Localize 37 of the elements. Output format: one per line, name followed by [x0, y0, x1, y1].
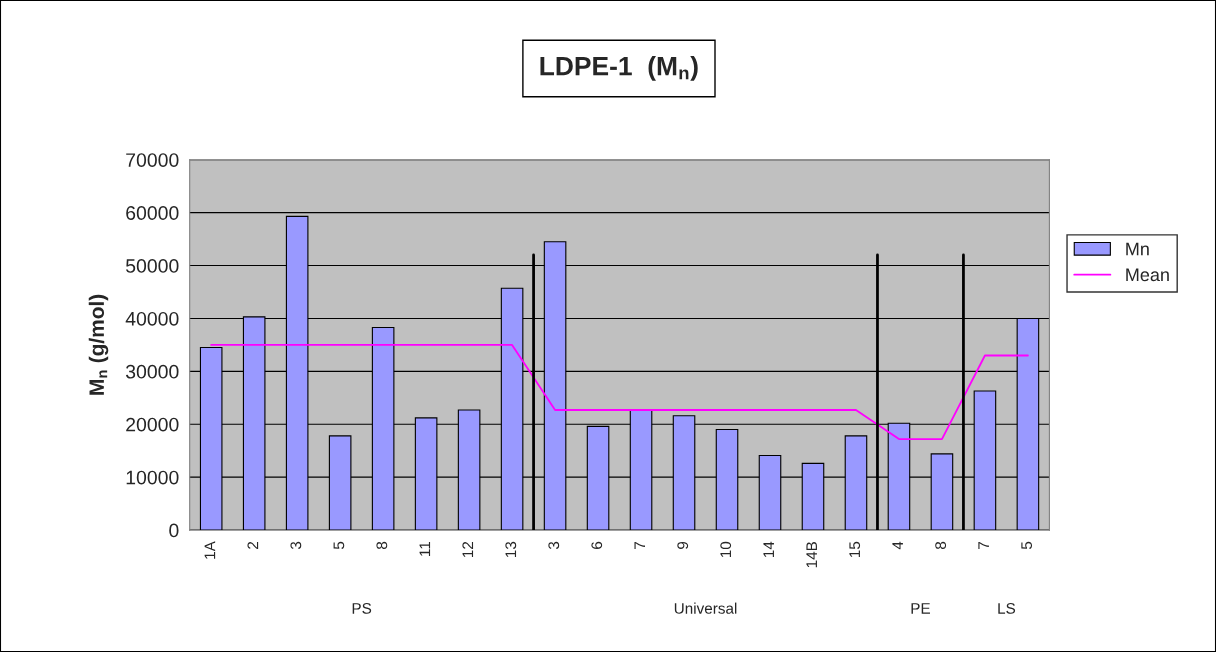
text: PS [352, 602, 372, 614]
x-tick-label: 11 [419, 541, 431, 556]
x-tick-label: 5 [333, 541, 345, 550]
x-tick-label: 6 [591, 541, 603, 549]
x-tick-label: 7 [978, 541, 989, 549]
chart-title: LDPE-1 (M$_{n}$) [540, 56, 698, 81]
x-tick-label: 14 [763, 541, 774, 558]
x-tick-label: 15 [849, 541, 861, 558]
x-tick-label: 2 [247, 541, 259, 549]
text: PE [911, 603, 930, 614]
line-series [210, 344, 1029, 440]
y-tick-label: 30000 [125, 364, 179, 379]
x-tick-label: 10 [720, 541, 732, 558]
y-axis-title: M$_{n}$ (g/mol) [88, 294, 109, 395]
legend-label: Mean [1126, 268, 1169, 282]
text: LS [998, 602, 1016, 614]
x-tick-label: 8 [376, 541, 388, 550]
text: Universal [674, 602, 737, 614]
y-tick-label: 60000 [126, 206, 179, 220]
legend-label: Mn [1126, 242, 1149, 256]
y-tick-label: 20000 [126, 417, 179, 432]
y-tick-label: 50000 [125, 259, 179, 273]
x-tick-label: 3 [290, 541, 302, 550]
x-tick-label: 8 [935, 541, 947, 550]
x-tick-label: 5 [1021, 541, 1033, 550]
y-tick-label: 40000 [125, 311, 179, 326]
y-tick-label: 70000 [126, 153, 179, 167]
x-tick-label: 9 [677, 541, 689, 549]
x-tick-label: 3 [548, 541, 560, 550]
x-tick-label: 1A [204, 541, 216, 559]
y-tick-label: 0 [169, 523, 179, 538]
x-tick-label: 13 [505, 541, 517, 558]
x-tick-label: 14B [806, 541, 817, 568]
x-tick-label: 7 [634, 541, 645, 549]
y-tick-label: 10000 [126, 470, 179, 485]
x-tick-label: 12 [462, 541, 474, 558]
x-tick-label: 4 [892, 541, 903, 550]
